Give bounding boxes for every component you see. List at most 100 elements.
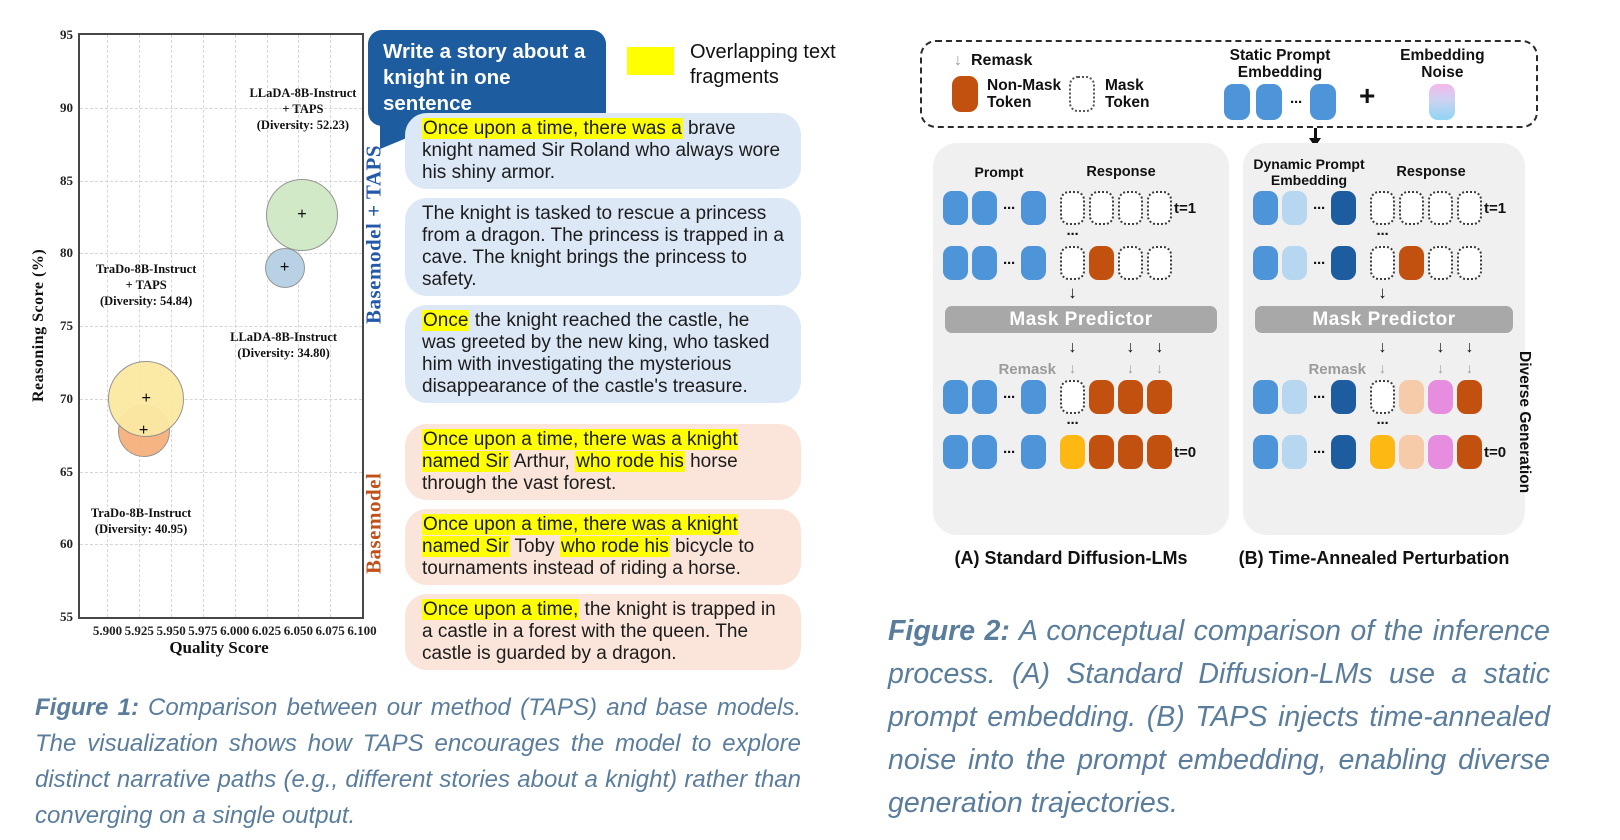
bubble-label-line: + TAPS [282, 102, 324, 117]
token-blue [972, 191, 997, 225]
connector-arrowhead-icon [1309, 138, 1321, 147]
token-mask [1118, 191, 1143, 225]
token-blue [1021, 435, 1046, 469]
token-dark-blue [1331, 191, 1356, 225]
arrow-down-icon: ↓ [1378, 283, 1387, 302]
figure2-caption-text: A conceptual comparison of the inference… [888, 615, 1550, 819]
token-blue [1253, 435, 1278, 469]
token-non-mask [1399, 246, 1424, 280]
token-mask [1399, 191, 1424, 225]
static-prompt-title: Static Prompt Embedding [1229, 47, 1331, 81]
embedding-noise-title: Embedding Noise [1400, 47, 1485, 81]
arrow-cell [1399, 339, 1424, 357]
story-text: bicycle to tournaments instead of riding… [422, 536, 755, 579]
token-blue [943, 246, 968, 280]
token-non-mask [1089, 380, 1114, 414]
mask-predictor-bar: Mask Predictor [1255, 306, 1513, 333]
story-text: the knight is trapped in a castle in a f… [422, 599, 776, 664]
x-tick-label: 6.075 [315, 623, 345, 638]
arrow-cell: ↓ [1060, 360, 1085, 378]
token-yellow [1370, 435, 1395, 469]
story-text: The knight is tasked to rescue a princes… [422, 203, 784, 290]
timestep-label: t=0 [1484, 443, 1507, 461]
remask-dotted-arrow-icon: ↓ [954, 52, 962, 69]
legend-token-row: Non-Mask Token Mask Token [952, 76, 1163, 112]
legend-left: ↓ Remask Non-Mask Token Mask Token [922, 42, 1163, 126]
prompt-column-header: Prompt [974, 164, 1024, 180]
ellipsis-icon: ··· [1376, 415, 1390, 432]
token-mask [1060, 191, 1085, 225]
plus-marker: + [141, 387, 152, 407]
gridline-h [80, 398, 362, 400]
response-column-header: Response [1086, 164, 1156, 180]
plus-icon: + [1359, 80, 1376, 111]
arrow-cell: ↓ [1428, 339, 1453, 357]
token-blue [1021, 380, 1046, 414]
bubble-label-line: LLaDA-8B-Instruct [230, 329, 338, 344]
token-light-blue [1282, 380, 1307, 414]
arrow-cell: ↓ [1060, 339, 1085, 357]
y-tick-label: 90 [60, 99, 73, 115]
mask-predictor-bar: Mask Predictor [945, 306, 1217, 333]
y-tick-label: 85 [60, 172, 73, 188]
token-row: ··· [1253, 246, 1515, 280]
remask-dotted-arrow-icon: ↓ [1466, 360, 1473, 376]
token-non-mask [1147, 380, 1172, 414]
bubble-label-line: (Diversity: 40.95) [94, 521, 188, 536]
token-non-mask [1118, 435, 1143, 469]
y-tick-label: 65 [60, 463, 73, 479]
x-tick-label: 5.925 [124, 623, 154, 638]
prompt-token-icon [1256, 84, 1282, 120]
token-non-mask [1147, 435, 1172, 469]
legend-mask-label: Mask Token [1105, 77, 1150, 111]
panel-b-caption: (B) Time-Annealed Perturbation [1238, 548, 1510, 568]
figure1-caption: Figure 1: Comparison between our method (… [35, 690, 801, 834]
prompt-token-icon [1310, 84, 1336, 120]
token-mask [1089, 191, 1114, 225]
bubble-label-line: TraDo-8B-Instruct [90, 505, 192, 520]
figure1-chart: Reasoning Score (%) 5.900 5.925 5.950 5.975… [28, 0, 388, 665]
token-mask [1370, 191, 1395, 225]
token-blue [972, 435, 997, 469]
x-tick-label: 5.975 [188, 623, 218, 638]
bubble-label-line: (Diversity: 52.23) [256, 118, 350, 133]
timestep-label: t=0 [1174, 443, 1197, 461]
highlight-legend-label: Overlapping text fragments [690, 41, 836, 88]
ellipsis-icon: ··· [1313, 254, 1326, 272]
token-blue [1253, 191, 1278, 225]
group-label-basemodel-taps: Basemodel + TAPS [361, 144, 386, 324]
panel-a-caption: (A) Standard Diffusion-LMs [954, 548, 1188, 568]
x-tick-label: 6.025 [251, 623, 282, 638]
arrow-cell [1089, 339, 1114, 357]
ellipsis-icon: ··· [1003, 254, 1016, 272]
ellipsis-icon: ··· [1376, 226, 1390, 243]
highlight-legend-swatch [627, 47, 674, 75]
arrow-cell: ↓ [1118, 360, 1143, 378]
legend-embedding-noise: Embedding Noise [1383, 47, 1501, 126]
arrow-down-icon: ↓ [1126, 339, 1135, 356]
story-bubble: Once the knight reached the castle, he w… [405, 305, 801, 403]
chart-bubble [108, 360, 185, 437]
token-row: ··· t=1 [943, 191, 1219, 225]
predictor-arrow-row: ↓ ↓ ↓ [1060, 339, 1219, 357]
token-mask [1428, 191, 1453, 225]
arrow-cell: ↓ [1370, 360, 1395, 378]
diverse-generation-label: Diverse Generation [1516, 350, 1533, 494]
chart-bubble [265, 179, 338, 252]
x-tick-label: 6.000 [220, 623, 250, 638]
gridline-h [80, 326, 362, 327]
token-yellow [1060, 435, 1085, 469]
legend-static-prompt: Static Prompt Embedding ··· [1205, 47, 1355, 126]
token-non-mask [1089, 435, 1114, 469]
bubble-label-line: LLaDA-8B-Instruct [249, 86, 357, 101]
token-mask [1370, 380, 1395, 414]
token-mask [1457, 191, 1482, 225]
remask-dotted-arrow-icon: ↓ [1437, 360, 1444, 376]
ellipsis-icon: ··· [1003, 443, 1016, 461]
arrow-cell: ↓ [1457, 360, 1482, 378]
chart-bubble [264, 247, 305, 288]
x-axis-label: Quality Score [169, 638, 269, 657]
prompt-text: Write a story about a knight in one sent… [383, 40, 586, 115]
token-blue [972, 380, 997, 414]
timestep-label: t=1 [1484, 199, 1507, 217]
